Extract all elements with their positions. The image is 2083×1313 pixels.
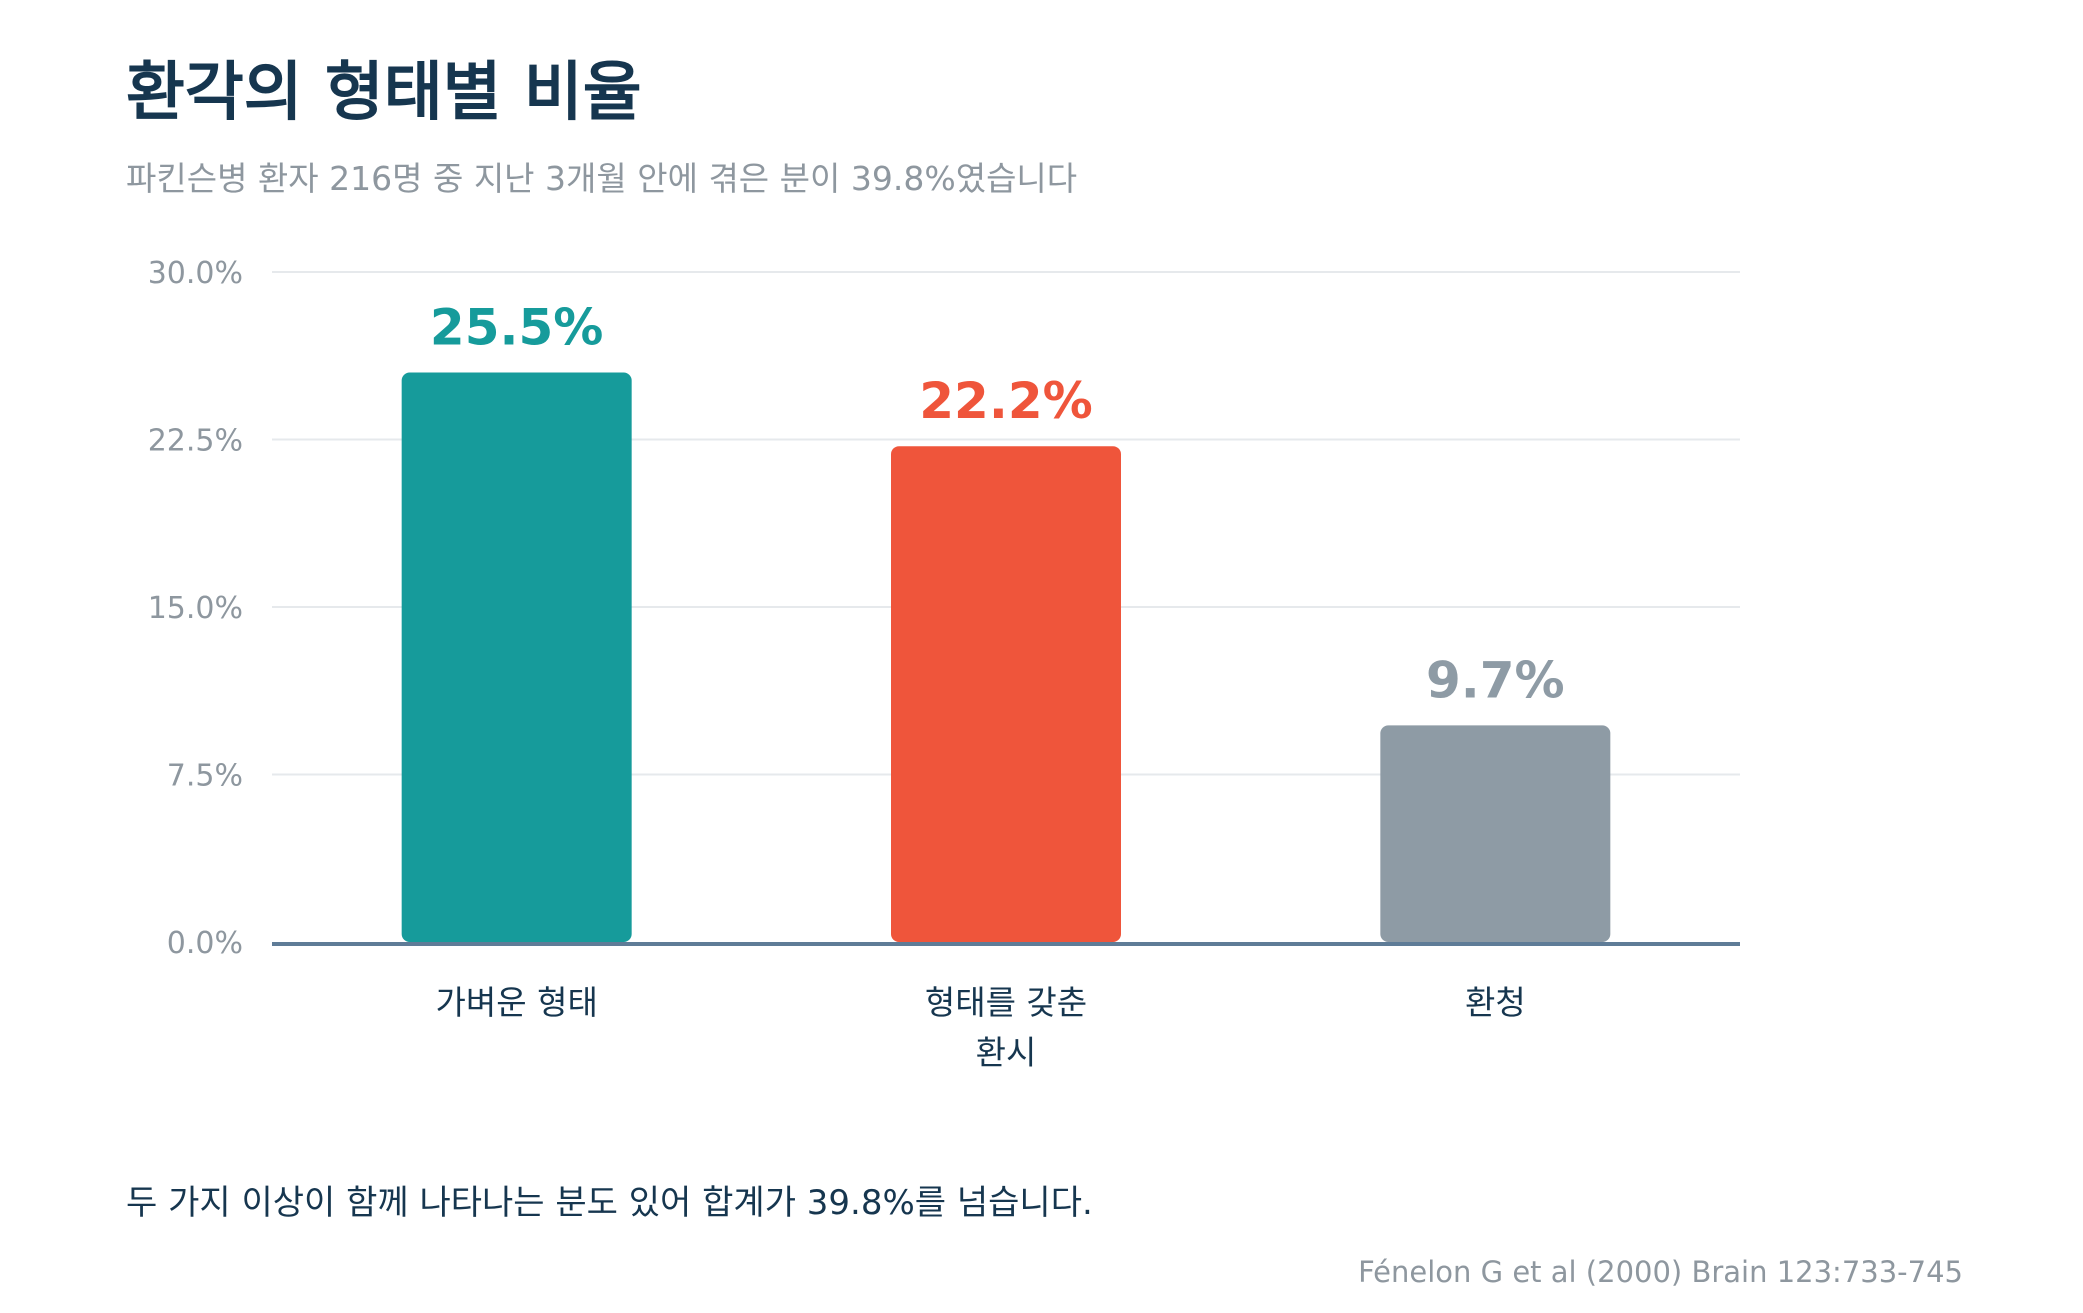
value-labels: 25.5% 22.2% 9.7% — [430, 299, 1565, 710]
x-tick-label: 가벼운 형태 — [436, 983, 598, 1022]
y-axis-ticks: 0.0% 7.5% 15.0% 22.5% 30.0% — [148, 256, 243, 961]
footnote: 두 가지 이상이 함께 나타나는 분도 있어 합계가 39.8%를 넘습니다. — [126, 1183, 1093, 1223]
x-tick-label: 환청 — [1465, 983, 1526, 1022]
chart-title: 환각의 형태별 비율 — [126, 56, 642, 130]
bars — [401, 372, 1611, 942]
y-tick-label: 30.0% — [148, 256, 243, 291]
y-tick-label: 15.0% — [148, 591, 243, 626]
y-tick-label: 7.5% — [167, 759, 243, 794]
bar — [1380, 725, 1611, 942]
value-label: 9.7% — [1426, 651, 1565, 709]
bar — [891, 446, 1121, 942]
y-tick-label: 22.5% — [148, 424, 243, 459]
source-citation: Fénelon G et al (2000) Brain 123:733-745 — [1358, 1255, 1963, 1289]
bar — [401, 372, 632, 942]
chart-subtitle: 파킨슨병 환자 216명 중 지난 3개월 안에 겪은 분이 39.8%였습니다 — [126, 159, 1078, 198]
x-axis-ticks: 가벼운 형태 형태를 갖춘 환시 환청 — [436, 983, 1526, 1072]
value-label: 22.2% — [919, 372, 1092, 430]
y-tick-label: 0.0% — [167, 926, 243, 961]
value-label: 25.5% — [430, 299, 603, 357]
x-tick-label: 형태를 갖춘 환시 — [925, 983, 1087, 1072]
